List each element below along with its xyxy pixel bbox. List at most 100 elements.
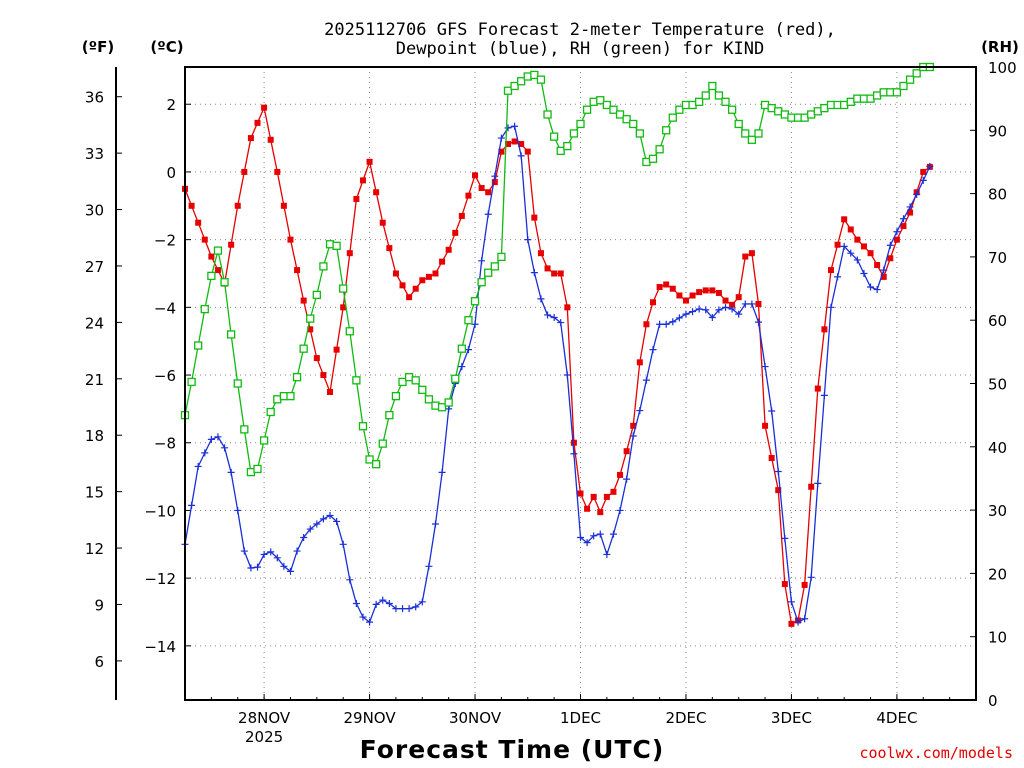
temperature-point bbox=[406, 294, 413, 301]
axes-layer bbox=[115, 66, 977, 701]
dewpoint-point bbox=[379, 596, 387, 604]
dewpoint-point bbox=[372, 600, 380, 608]
temperature-series-line bbox=[184, 105, 931, 625]
rh-point bbox=[530, 70, 539, 80]
rh-point bbox=[662, 126, 671, 135]
temperature-point bbox=[333, 346, 340, 353]
temperature-point bbox=[907, 209, 914, 216]
rh-point bbox=[668, 113, 677, 122]
dewpoint-point bbox=[735, 310, 743, 318]
dewpoint-point bbox=[682, 310, 690, 318]
rh-point bbox=[194, 341, 203, 350]
x-year-label: 2025 bbox=[245, 728, 283, 746]
rh-point bbox=[576, 119, 585, 129]
temperature-point bbox=[597, 509, 604, 516]
temperature-point bbox=[373, 189, 380, 196]
temperature-point bbox=[920, 168, 927, 175]
dewpoint-point bbox=[781, 534, 789, 542]
f-tick-label: 33 bbox=[85, 145, 104, 163]
rh-tick-label: 60 bbox=[988, 312, 1007, 330]
rh-point bbox=[695, 97, 704, 106]
temperature-point bbox=[801, 581, 808, 588]
rh-point bbox=[912, 69, 921, 78]
dewpoint-point bbox=[702, 306, 710, 314]
temperature-point bbox=[274, 168, 281, 175]
c-tick-label: −14 bbox=[144, 638, 176, 656]
temperature-point bbox=[623, 448, 630, 455]
dewpoint-point bbox=[794, 618, 802, 626]
dewpoint-point bbox=[860, 269, 868, 277]
temperature-point bbox=[603, 493, 610, 500]
temperature-point bbox=[485, 189, 492, 196]
f-tick-label: 27 bbox=[85, 258, 104, 276]
rh-tick-label: 100 bbox=[988, 59, 1017, 77]
rh-point bbox=[266, 407, 275, 417]
rh-point bbox=[378, 439, 387, 448]
f-tick-label: 24 bbox=[85, 314, 104, 332]
dewpoint-point bbox=[478, 257, 486, 265]
temperature-point bbox=[518, 141, 525, 148]
c-tick-label: 0 bbox=[166, 164, 176, 182]
rh-point bbox=[490, 262, 499, 271]
rh-point bbox=[477, 278, 486, 287]
rh-point bbox=[352, 376, 361, 385]
rh-point bbox=[319, 262, 328, 271]
temperature-point bbox=[900, 223, 907, 230]
temperature-point bbox=[847, 226, 854, 233]
temperature-point bbox=[201, 236, 208, 243]
dewpoint-point bbox=[313, 520, 321, 528]
temperature-point bbox=[775, 487, 782, 494]
dewpoint-point bbox=[820, 391, 828, 399]
dewpoint-point bbox=[840, 242, 848, 250]
dewpoint-point bbox=[893, 228, 901, 236]
rh-point bbox=[629, 119, 638, 129]
rh-point bbox=[292, 373, 302, 382]
rh-point bbox=[510, 81, 519, 91]
dewpoint-point bbox=[748, 300, 756, 308]
dewpoint-point bbox=[438, 468, 446, 476]
temperature-point bbox=[887, 255, 894, 262]
rh-point bbox=[675, 105, 684, 114]
dewpoint-point bbox=[807, 573, 815, 581]
rh-point bbox=[253, 464, 262, 474]
dewpoint-point bbox=[352, 600, 360, 608]
dewpoint-point bbox=[926, 162, 934, 170]
dewpoint-point bbox=[497, 134, 505, 142]
temperature-point bbox=[584, 505, 591, 512]
dewpoint-point bbox=[306, 525, 314, 533]
temperature-point bbox=[696, 289, 703, 296]
temperature-point bbox=[551, 270, 558, 277]
temperature-point bbox=[788, 620, 795, 627]
temperature-point bbox=[808, 483, 815, 490]
rh-point bbox=[372, 460, 381, 469]
temperature-point bbox=[254, 119, 261, 126]
temperature-point bbox=[781, 581, 788, 588]
temperature-point bbox=[636, 359, 643, 366]
rh-point bbox=[899, 81, 908, 91]
temperature-point bbox=[709, 287, 716, 294]
plot-frame bbox=[184, 66, 977, 701]
dewpoint-point bbox=[919, 176, 927, 184]
rh-point bbox=[470, 297, 480, 306]
c-tick-label: −2 bbox=[154, 232, 176, 250]
dewpoint-point bbox=[280, 562, 288, 570]
dewpoint-point bbox=[359, 613, 367, 621]
rh-point bbox=[306, 314, 315, 323]
f-tick-label: 30 bbox=[85, 202, 104, 220]
dewpoint-point bbox=[695, 305, 703, 313]
dewpoint-point bbox=[544, 311, 552, 319]
rh-point bbox=[754, 129, 763, 138]
dewpoint-point bbox=[234, 506, 242, 514]
rh-point bbox=[497, 252, 506, 262]
temperature-point bbox=[425, 273, 432, 280]
dewpoint-point bbox=[405, 605, 413, 613]
temperature-point bbox=[241, 168, 248, 175]
temperature-point bbox=[287, 236, 294, 243]
dewpoint-point bbox=[484, 210, 492, 218]
dewpoint-point bbox=[577, 534, 584, 542]
dewpoint-point bbox=[629, 432, 637, 440]
dewpoint-point bbox=[899, 215, 907, 223]
dewpoint-point bbox=[563, 371, 571, 379]
rh-point bbox=[398, 377, 407, 387]
rh-point bbox=[622, 115, 631, 124]
